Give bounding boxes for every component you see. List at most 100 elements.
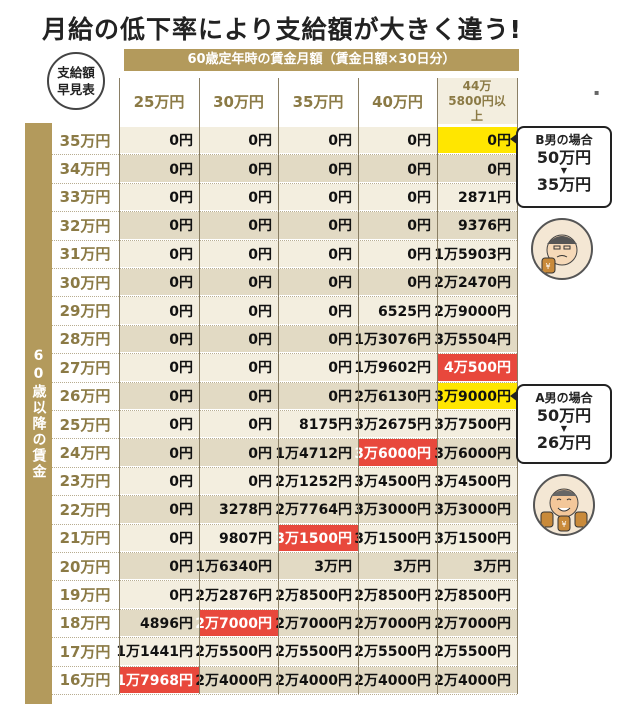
- table-cell: 3万4500円: [354, 467, 437, 495]
- table-cell: 0円: [278, 325, 358, 353]
- badge-line-2: 早見表: [57, 82, 95, 97]
- row-header: 34万円: [59, 159, 111, 178]
- row-header: 31万円: [59, 245, 111, 264]
- table-cell: 0円: [278, 382, 358, 409]
- table-cell: 0円: [199, 183, 278, 211]
- table-cell: 2万4000円: [195, 666, 278, 693]
- row-divider: [52, 182, 517, 184]
- table-cell: 3万4500円: [434, 467, 517, 495]
- row-header: 20万円: [59, 557, 111, 576]
- column-header: 35万円: [292, 92, 344, 111]
- row-divider: [52, 694, 517, 695]
- row-divider: [52, 552, 517, 553]
- table-cell: 3万6000円: [434, 439, 517, 466]
- table-cell: 2万7764円: [275, 496, 358, 523]
- row-divider: [52, 495, 517, 497]
- table-cell: 0円: [437, 155, 517, 182]
- table-cell: 0円: [437, 127, 517, 154]
- table-cell: 0円: [119, 240, 199, 267]
- row-divider: [52, 637, 517, 639]
- row-header: 27万円: [59, 358, 111, 377]
- table-cell: 3278円: [199, 496, 278, 523]
- table-cell: 4万500円: [437, 354, 517, 381]
- table-cell: 0円: [199, 155, 278, 182]
- row-header: 24万円: [59, 443, 111, 462]
- table-cell: 0円: [199, 212, 278, 239]
- row-divider: [52, 381, 517, 383]
- table-cell: 3万6000円: [354, 439, 437, 466]
- table-cell: 3万1500円: [275, 524, 358, 551]
- table-cell: 0円: [199, 354, 278, 381]
- table-cell: 2万1252円: [275, 467, 358, 495]
- row-divider: [52, 438, 517, 440]
- column-divider: [278, 78, 279, 694]
- table-cell: 0円: [199, 240, 278, 267]
- row-divider: [52, 324, 517, 326]
- row-divider: [52, 239, 517, 241]
- callout-a-arrow: ▼: [560, 424, 568, 433]
- table-cell: 6525円: [358, 297, 437, 324]
- table-cell: 2万5500円: [434, 638, 517, 665]
- table-cell: 2万8500円: [434, 581, 517, 608]
- table-cell: 0円: [119, 524, 199, 551]
- row-header: 33万円: [59, 188, 111, 207]
- table-cell: 1万4712円: [275, 439, 358, 466]
- table-cell: 1万5903円: [434, 240, 517, 267]
- column-header: 30万円: [213, 92, 264, 111]
- table-cell: 0円: [199, 325, 278, 353]
- row-header: 23万円: [59, 472, 111, 491]
- table-cell: 2万4000円: [434, 666, 517, 693]
- callout-b-arrow: ▼: [560, 166, 568, 175]
- table-cell: 8175円: [278, 411, 358, 438]
- callout-a-from: 50万円: [536, 406, 592, 425]
- row-divider: [52, 211, 517, 213]
- row-divider: [52, 268, 517, 269]
- table-cell: 0円: [119, 581, 199, 608]
- table-cell: 2万4000円: [354, 666, 437, 693]
- table-cell: 0円: [119, 183, 199, 211]
- table-cell: 0円: [119, 297, 199, 324]
- row-header: 25万円: [59, 415, 111, 434]
- row-divider: [52, 608, 517, 610]
- row-header: 18万円: [59, 614, 111, 633]
- table-cell: 0円: [199, 382, 278, 409]
- table-cell: 2万2876円: [195, 581, 278, 608]
- table-cell: 0円: [119, 269, 199, 296]
- svg-text:¥: ¥: [545, 262, 550, 271]
- happy-man-illustration-icon: ¥: [533, 474, 595, 536]
- table-cell: 0円: [278, 212, 358, 239]
- table-cell: 0円: [358, 240, 437, 267]
- table-cell: 3万2675円: [354, 411, 437, 438]
- table-cell: 0円: [278, 155, 358, 182]
- table-cell: 3万9000円: [434, 382, 517, 409]
- table-cell: 2万5500円: [275, 638, 358, 665]
- table-cell: 0円: [278, 354, 358, 381]
- column-group-banner: 60歳定年時の賃金月額（賃金日額×30日分）: [124, 49, 519, 71]
- table-cell: 0円: [199, 269, 278, 296]
- table-cell: 3万5504円: [434, 325, 517, 353]
- table-cell: 1万6340円: [195, 553, 278, 580]
- table-cell: 0円: [119, 127, 199, 154]
- row-group-label: 60歳以降の賃金: [25, 123, 52, 704]
- table-cell: 0円: [358, 269, 437, 296]
- table-cell: 1万3076円: [354, 325, 437, 353]
- column-header: 40万円: [372, 92, 423, 111]
- table-cell: 0円: [119, 325, 199, 353]
- row-header: 17万円: [59, 642, 111, 661]
- table-cell: 0円: [358, 155, 437, 182]
- table-cell: 1万7968円: [116, 666, 199, 693]
- table-cell: 0円: [278, 240, 358, 267]
- callout-b-from: 50万円: [536, 148, 592, 167]
- svg-text:¥: ¥: [561, 520, 566, 529]
- table-cell: 4896円: [119, 609, 199, 637]
- table-cell: 0円: [199, 127, 278, 154]
- table-cell: 2万5500円: [195, 638, 278, 665]
- callout-a-header: A男の場合: [535, 391, 593, 405]
- table-cell: 0円: [119, 411, 199, 438]
- row-divider: [52, 665, 517, 667]
- table-cell: 0円: [358, 127, 437, 154]
- callout-b: B男の場合 50万円 ▼ 35万円: [516, 126, 612, 208]
- table-cell: 2万2470円: [434, 269, 517, 296]
- table-cell: 3万円: [437, 553, 517, 580]
- table-cell: 0円: [199, 439, 278, 466]
